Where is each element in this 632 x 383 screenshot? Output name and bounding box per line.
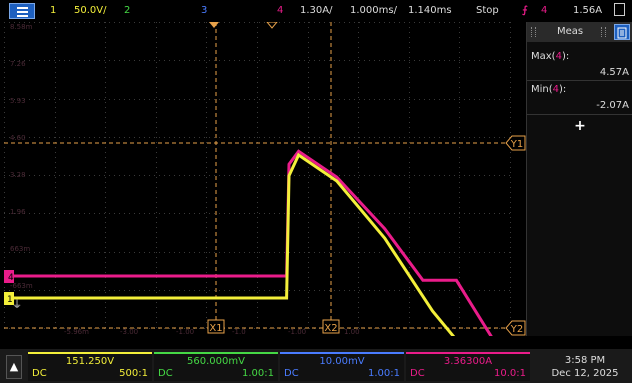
ch4-value: 3.36300A bbox=[443, 356, 493, 367]
svg-text:1: 1 bbox=[7, 295, 13, 305]
ch2-value: 560.000mV bbox=[187, 356, 245, 367]
min-meas-value: -2.07A bbox=[596, 100, 629, 111]
svg-text:4: 4 bbox=[8, 273, 14, 283]
ch4-info-box[interactable]: 3.36300A DC 10.0:1 bbox=[406, 352, 530, 381]
ch1-number[interactable]: 1 bbox=[50, 5, 57, 16]
up-arrow-button[interactable]: ▲ bbox=[6, 355, 22, 379]
ch2-number[interactable]: 2 bbox=[124, 5, 131, 16]
axis-tick-label: -1.00 bbox=[176, 328, 194, 336]
measurements-panel: Meas Max(4): 4.57A Min(4): -2.07A + bbox=[526, 22, 632, 336]
cursor-y1-tag: Y1 bbox=[505, 135, 526, 151]
run-state[interactable]: Stop bbox=[476, 5, 499, 16]
axis-tick-label: 7.26 bbox=[10, 60, 26, 68]
cursor-x1-label: X1 bbox=[209, 323, 222, 334]
add-measurement-button[interactable]: + bbox=[574, 118, 586, 134]
ch1-coupling: DC bbox=[32, 368, 47, 379]
cursor-x1-tag: X1 bbox=[207, 319, 225, 334]
ch3-probe-ratio: 1.00:1 bbox=[368, 368, 400, 379]
ch1-info-box[interactable]: 151.250V DC 500:1 bbox=[28, 352, 152, 381]
ch1-probe-ratio: 500:1 bbox=[119, 368, 148, 379]
ch1-scale[interactable]: 50.0V/ bbox=[74, 5, 107, 16]
ch3-value: 10.00mV bbox=[319, 356, 365, 367]
trigger-position-marker bbox=[209, 22, 219, 28]
ch4-coupling: DC bbox=[410, 368, 425, 379]
ch3-coupling: DC bbox=[284, 368, 299, 379]
axis-tick-label: 8.58m bbox=[10, 23, 33, 31]
trigger-channel[interactable]: 4 bbox=[541, 5, 548, 16]
ch4-waveform bbox=[4, 149, 511, 366]
cursor-y2-tag: Y2 bbox=[505, 320, 526, 336]
max-meas-value: 4.57A bbox=[599, 67, 629, 78]
clock: 3:58 PM Dec 12, 2025 bbox=[540, 354, 630, 380]
max-meas-label[interactable]: Max(4): bbox=[531, 51, 570, 62]
ground-icon: ⏚ bbox=[12, 299, 22, 311]
ch3-info-box[interactable]: 10.00mV DC 1.00:1 bbox=[280, 352, 404, 381]
ch1-waveform bbox=[4, 152, 482, 383]
axis-tick-label: -663m bbox=[10, 282, 33, 290]
ch1-ground-marker: 1 bbox=[4, 292, 14, 305]
clock-date: Dec 12, 2025 bbox=[551, 368, 619, 379]
min-meas-label[interactable]: Min(4): bbox=[531, 84, 567, 95]
cursor-x2-tag: X2 bbox=[322, 319, 340, 334]
drag-handle-icon[interactable] bbox=[601, 27, 606, 37]
cursor-y2-label: Y2 bbox=[510, 324, 523, 335]
timebase[interactable]: 1.000ms/ bbox=[350, 5, 397, 16]
meas-title[interactable]: Meas bbox=[557, 26, 584, 37]
axis-tick-label: -5.96m bbox=[64, 328, 89, 336]
top-status-bar: 1 50.0V/ 2 3 4 1.30A/ 1.000ms/ 1.140ms S… bbox=[0, 0, 632, 22]
ch1-value: 151.250V bbox=[65, 356, 115, 367]
trigger-level[interactable]: 1.56A bbox=[573, 5, 603, 16]
axis-tick-label: -3.00 bbox=[120, 328, 138, 336]
ch3-number[interactable]: 3 bbox=[201, 5, 208, 16]
panel-menu-button[interactable] bbox=[614, 24, 630, 40]
axis-tick-label: 663m bbox=[10, 245, 30, 253]
ch2-coupling: DC bbox=[158, 368, 173, 379]
divider bbox=[527, 114, 632, 115]
delay-marker bbox=[265, 21, 279, 29]
ch2-info-box[interactable]: 560.000mV DC 1.00:1 bbox=[154, 352, 278, 381]
waveform-svg: 8.58m 7.26 5.93 4.60 3.28 1.96 663m -663m -5.96m… bbox=[4, 21, 526, 383]
menu-button[interactable] bbox=[9, 3, 35, 19]
fullscreen-icon[interactable] bbox=[614, 3, 625, 16]
cursor-x2-label: X2 bbox=[324, 323, 337, 334]
ch4-number[interactable]: 4 bbox=[277, 5, 284, 16]
axis-tick-label: 1.00 bbox=[344, 328, 360, 336]
axis-tick-label: -1.0 bbox=[232, 328, 246, 336]
axis-tick-label: 3.28 bbox=[10, 171, 26, 179]
axis-tick-label: -1.00 bbox=[288, 328, 306, 336]
clock-time: 3:58 PM bbox=[564, 355, 606, 366]
ch4-scale[interactable]: 1.30A/ bbox=[300, 5, 333, 16]
axis-tick-label: 5.93 bbox=[10, 97, 26, 105]
trigger-edge-icon[interactable]: ⨍ bbox=[522, 5, 528, 16]
ch4-ground-marker: 4 bbox=[4, 270, 14, 283]
axis-tick-label: 4.60 bbox=[10, 134, 26, 142]
axis-tick-label: 1.96 bbox=[10, 208, 26, 216]
ch2-probe-ratio: 1.00:1 bbox=[242, 368, 274, 379]
delay[interactable]: 1.140ms bbox=[408, 5, 452, 16]
meas-panel-header: Meas bbox=[527, 22, 632, 42]
cursor-y1-label: Y1 bbox=[510, 139, 523, 150]
drag-handle-icon[interactable] bbox=[531, 27, 536, 37]
ch4-probe-ratio: 10.0:1 bbox=[494, 368, 526, 379]
waveform-display[interactable]: 8.58m 7.26 5.93 4.60 3.28 1.96 663m -663m -5.96m… bbox=[4, 21, 526, 383]
divider bbox=[527, 80, 632, 81]
